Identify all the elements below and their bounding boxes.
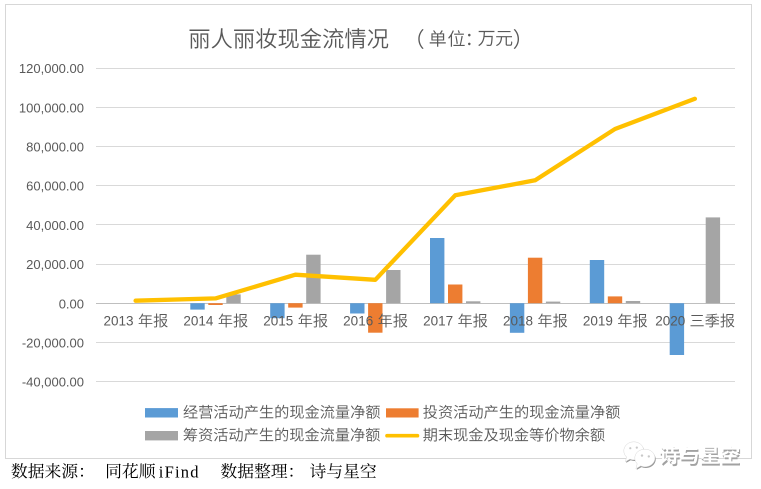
svg-text:2019: 2019 (583, 314, 613, 329)
svg-text:2020: 2020 (655, 314, 685, 329)
svg-text:2013: 2013 (103, 314, 133, 329)
svg-text:2014: 2014 (183, 314, 214, 329)
svg-text:2015: 2015 (263, 314, 293, 329)
svg-text:2017: 2017 (423, 314, 453, 329)
svg-text:80,000.00: 80,000.00 (26, 140, 84, 155)
svg-text:100,000.00: 100,000.00 (19, 100, 84, 115)
svg-text:-20,000.00: -20,000.00 (22, 336, 84, 351)
svg-text:40,000.00: 40,000.00 (26, 218, 84, 233)
svg-text:2016: 2016 (343, 314, 373, 329)
svg-text:2018: 2018 (503, 314, 533, 329)
svg-text:20,000.00: 20,000.00 (26, 257, 84, 272)
svg-text:0.00: 0.00 (59, 296, 84, 311)
svg-text:iFind: iFind (159, 462, 200, 481)
svg-text:120,000.00: 120,000.00 (19, 61, 84, 76)
svg-text:60,000.00: 60,000.00 (26, 179, 84, 194)
svg-text:-40,000.00: -40,000.00 (22, 375, 84, 390)
